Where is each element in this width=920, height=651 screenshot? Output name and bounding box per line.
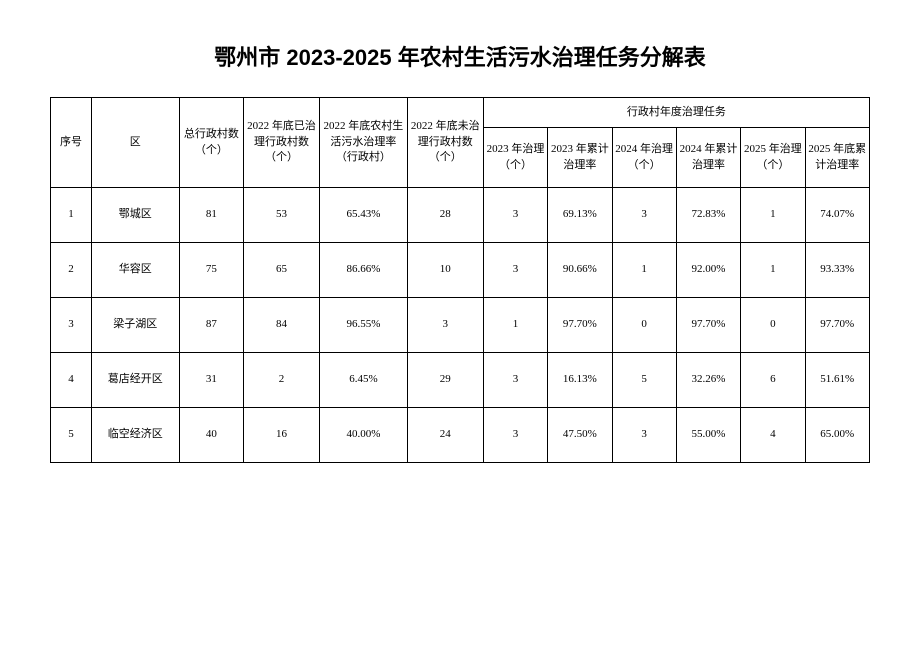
cell-cumrate-2025: 93.33% bbox=[805, 243, 869, 298]
cell-seq: 1 bbox=[51, 188, 92, 243]
cell-cumrate-2023: 90.66% bbox=[548, 243, 612, 298]
table-row: 5 临空经济区 40 16 40.00% 24 3 47.50% 3 55.00… bbox=[51, 408, 870, 463]
header-total-villages: 总行政村数（个） bbox=[179, 98, 243, 188]
cell-treat-2023: 3 bbox=[483, 188, 547, 243]
cell-total: 81 bbox=[179, 188, 243, 243]
header-treated-2022: 2022 年底已治理行政村数（个） bbox=[244, 98, 320, 188]
cell-rate-2022: 40.00% bbox=[320, 408, 408, 463]
cell-treated-2022: 2 bbox=[244, 353, 320, 408]
cell-cumrate-2025: 74.07% bbox=[805, 188, 869, 243]
header-district: 区 bbox=[91, 98, 179, 188]
page-title: 鄂州市 2023-2025 年农村生活污水治理任务分解表 bbox=[50, 40, 870, 72]
cell-treat-2025: 1 bbox=[741, 243, 805, 298]
cell-total: 40 bbox=[179, 408, 243, 463]
table-row: 4 葛店经开区 31 2 6.45% 29 3 16.13% 5 32.26% … bbox=[51, 353, 870, 408]
header-cumrate-2025: 2025 年底累计治理率 bbox=[805, 128, 869, 188]
cell-seq: 5 bbox=[51, 408, 92, 463]
header-cumrate-2023: 2023 年累计治理率 bbox=[548, 128, 612, 188]
cell-treat-2024: 0 bbox=[612, 298, 676, 353]
cell-untreated-2022: 28 bbox=[407, 188, 483, 243]
cell-total: 31 bbox=[179, 353, 243, 408]
cell-rate-2022: 65.43% bbox=[320, 188, 408, 243]
cell-treat-2023: 3 bbox=[483, 353, 547, 408]
cell-treated-2022: 16 bbox=[244, 408, 320, 463]
cell-treated-2022: 53 bbox=[244, 188, 320, 243]
header-seq: 序号 bbox=[51, 98, 92, 188]
cell-cumrate-2025: 65.00% bbox=[805, 408, 869, 463]
cell-treat-2023: 3 bbox=[483, 408, 547, 463]
cell-treat-2023: 1 bbox=[483, 298, 547, 353]
cell-district: 梁子湖区 bbox=[91, 298, 179, 353]
cell-rate-2022: 86.66% bbox=[320, 243, 408, 298]
cell-district: 葛店经开区 bbox=[91, 353, 179, 408]
header-treat-2025: 2025 年治理（个） bbox=[741, 128, 805, 188]
cell-cumrate-2023: 69.13% bbox=[548, 188, 612, 243]
cell-rate-2022: 96.55% bbox=[320, 298, 408, 353]
cell-cumrate-2023: 16.13% bbox=[548, 353, 612, 408]
header-untreated-2022: 2022 年底未治理行政村数（个） bbox=[407, 98, 483, 188]
cell-untreated-2022: 29 bbox=[407, 353, 483, 408]
cell-cumrate-2023: 47.50% bbox=[548, 408, 612, 463]
cell-district: 临空经济区 bbox=[91, 408, 179, 463]
cell-treated-2022: 65 bbox=[244, 243, 320, 298]
cell-seq: 3 bbox=[51, 298, 92, 353]
cell-cumrate-2024: 55.00% bbox=[676, 408, 740, 463]
cell-treat-2024: 3 bbox=[612, 408, 676, 463]
cell-cumrate-2024: 72.83% bbox=[676, 188, 740, 243]
cell-untreated-2022: 24 bbox=[407, 408, 483, 463]
table-body: 1 鄂城区 81 53 65.43% 28 3 69.13% 3 72.83% … bbox=[51, 188, 870, 463]
table-row: 3 梁子湖区 87 84 96.55% 3 1 97.70% 0 97.70% … bbox=[51, 298, 870, 353]
cell-cumrate-2025: 97.70% bbox=[805, 298, 869, 353]
cell-seq: 4 bbox=[51, 353, 92, 408]
header-rate-2022: 2022 年底农村生活污水治理率（行政村） bbox=[320, 98, 408, 188]
cell-treat-2024: 3 bbox=[612, 188, 676, 243]
header-annual-task: 行政村年度治理任务 bbox=[483, 98, 869, 128]
cell-total: 75 bbox=[179, 243, 243, 298]
cell-district: 鄂城区 bbox=[91, 188, 179, 243]
cell-cumrate-2025: 51.61% bbox=[805, 353, 869, 408]
header-treat-2024: 2024 年治理（个） bbox=[612, 128, 676, 188]
cell-cumrate-2024: 92.00% bbox=[676, 243, 740, 298]
cell-treat-2025: 1 bbox=[741, 188, 805, 243]
cell-untreated-2022: 3 bbox=[407, 298, 483, 353]
cell-district: 华容区 bbox=[91, 243, 179, 298]
cell-treat-2025: 4 bbox=[741, 408, 805, 463]
cell-rate-2022: 6.45% bbox=[320, 353, 408, 408]
cell-treat-2025: 0 bbox=[741, 298, 805, 353]
cell-untreated-2022: 10 bbox=[407, 243, 483, 298]
table-row: 2 华容区 75 65 86.66% 10 3 90.66% 1 92.00% … bbox=[51, 243, 870, 298]
cell-treat-2025: 6 bbox=[741, 353, 805, 408]
cell-cumrate-2023: 97.70% bbox=[548, 298, 612, 353]
cell-treat-2023: 3 bbox=[483, 243, 547, 298]
cell-cumrate-2024: 32.26% bbox=[676, 353, 740, 408]
cell-seq: 2 bbox=[51, 243, 92, 298]
cell-treated-2022: 84 bbox=[244, 298, 320, 353]
task-breakdown-table: 序号 区 总行政村数（个） 2022 年底已治理行政村数（个） 2022 年底农… bbox=[50, 97, 870, 463]
header-cumrate-2024: 2024 年累计治理率 bbox=[676, 128, 740, 188]
header-treat-2023: 2023 年治理（个） bbox=[483, 128, 547, 188]
cell-treat-2024: 5 bbox=[612, 353, 676, 408]
cell-total: 87 bbox=[179, 298, 243, 353]
table-row: 1 鄂城区 81 53 65.43% 28 3 69.13% 3 72.83% … bbox=[51, 188, 870, 243]
cell-cumrate-2024: 97.70% bbox=[676, 298, 740, 353]
cell-treat-2024: 1 bbox=[612, 243, 676, 298]
